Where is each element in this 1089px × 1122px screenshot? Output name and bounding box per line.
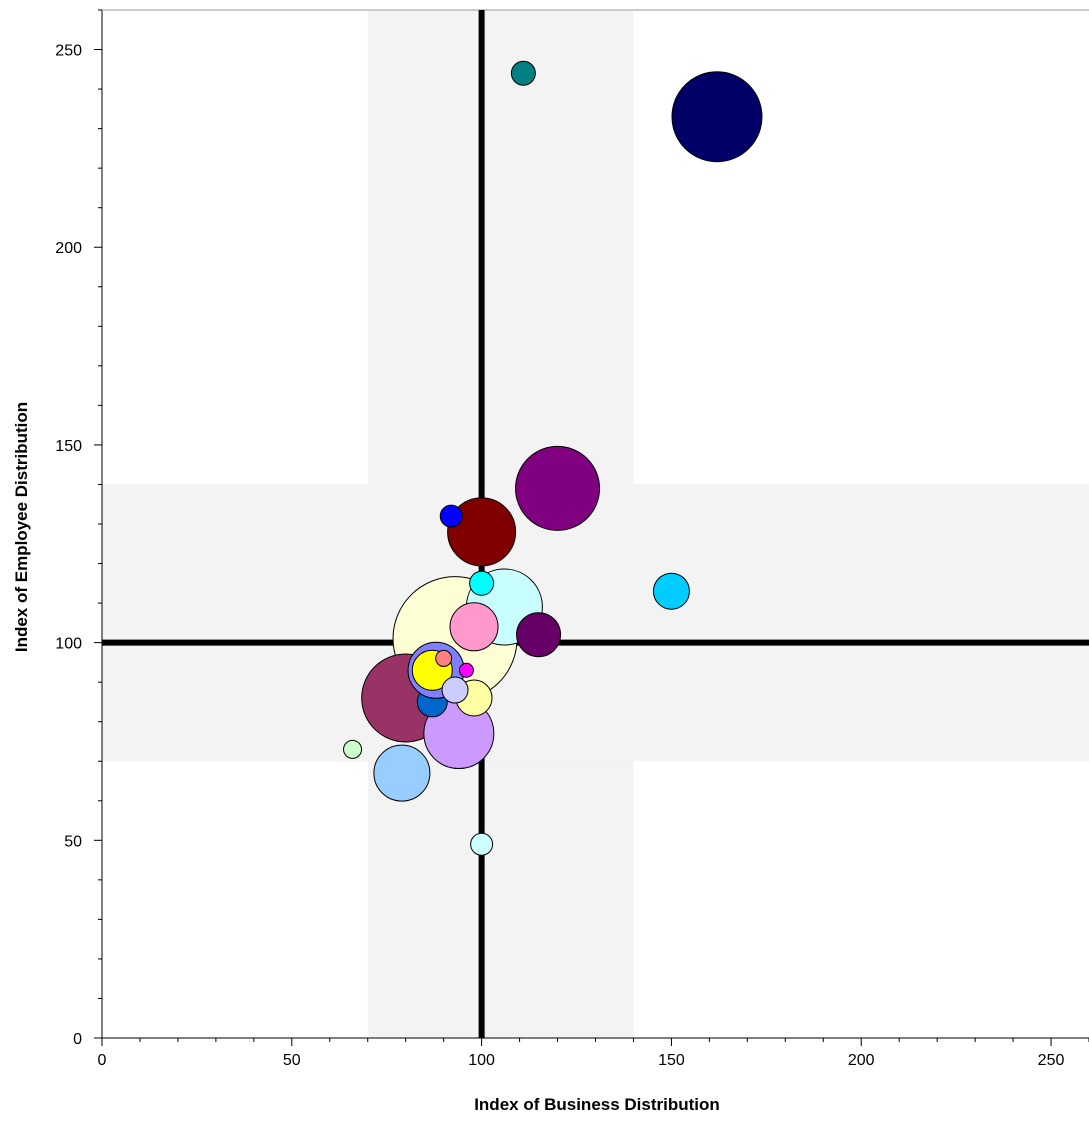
y-tick-label: 0 [73, 1031, 82, 1048]
bubble-point [470, 832, 494, 856]
bubble-point [652, 572, 690, 610]
x-axis-title: Index of Business Distribution [474, 1095, 720, 1114]
shaded-bands [102, 10, 1089, 1038]
x-tick-label: 50 [283, 1052, 301, 1069]
bubble-point [449, 602, 499, 652]
x-tick-label: 200 [848, 1052, 875, 1069]
horizontal-band [102, 484, 1089, 762]
x-axis-ticks: 0 50 100 150 200 250 [98, 1038, 1089, 1069]
y-tick-label: 150 [55, 438, 82, 455]
y-tick-label: 50 [64, 833, 82, 850]
x-tick-label: 0 [98, 1052, 107, 1069]
bubble-point [671, 71, 763, 163]
bubble-point [435, 649, 453, 667]
bubble-point [515, 445, 601, 531]
y-axis-ticks: 0 50 100 150 200 250 [55, 9, 102, 1048]
bubble-point [469, 570, 495, 596]
y-tick-label: 100 [55, 636, 82, 653]
bubble-point [516, 612, 562, 658]
bubble-point [441, 676, 469, 704]
y-axis-title: Index of Employee Distribution [12, 402, 31, 652]
bubble-point [373, 744, 431, 802]
x-tick-label: 250 [1038, 1052, 1065, 1069]
bubble-point [343, 739, 363, 759]
bubble-point [458, 662, 474, 678]
bubbles [343, 60, 763, 856]
x-tick-label: 150 [658, 1052, 685, 1069]
y-tick-label: 250 [55, 43, 82, 60]
x-tick-label: 100 [468, 1052, 495, 1069]
bubble-point [510, 60, 536, 86]
bubble-point [447, 497, 517, 567]
bubble-point [439, 504, 463, 528]
y-tick-label: 200 [55, 240, 82, 257]
